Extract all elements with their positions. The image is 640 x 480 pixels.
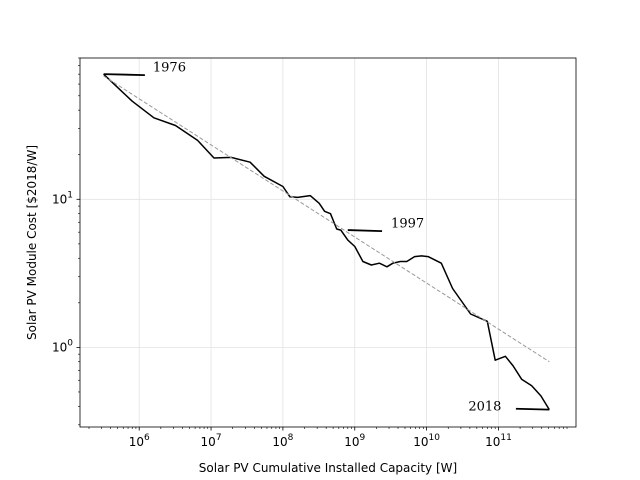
annotation-connector-2018 [515, 407, 550, 411]
x-axis-label: Solar PV Cumulative Installed Capacity [… [199, 461, 457, 475]
y-axis-label: Solar PV Module Cost [$2018/W] [25, 145, 39, 340]
grid [80, 58, 576, 427]
annotations: 1976 1997 2018 [103, 60, 550, 414]
y-tick-label: 100 [52, 338, 73, 354]
y-tick-label: 101 [52, 190, 73, 206]
plot-frame [79, 57, 577, 428]
annotation-connector-1976 [103, 73, 145, 76]
trend-line [103, 75, 550, 363]
x-tick-label: 106 [129, 433, 150, 449]
cost-line [103, 73, 550, 410]
annotation-2018: 2018 [468, 399, 501, 414]
x-tick-label: 109 [344, 433, 365, 449]
x-tick-label: 107 [201, 433, 222, 449]
series-layer [103, 73, 550, 410]
annotation-connector-1997 [347, 229, 383, 232]
x-tick-label: 1010 [413, 433, 440, 449]
x-tick-label: 1011 [485, 433, 512, 449]
annotation-1976: 1976 [153, 60, 186, 75]
annotation-1997: 1997 [391, 217, 424, 232]
ticks: 106 107 108 109 1010 1011 100 101 [52, 57, 568, 449]
x-tick-label: 108 [272, 433, 293, 449]
